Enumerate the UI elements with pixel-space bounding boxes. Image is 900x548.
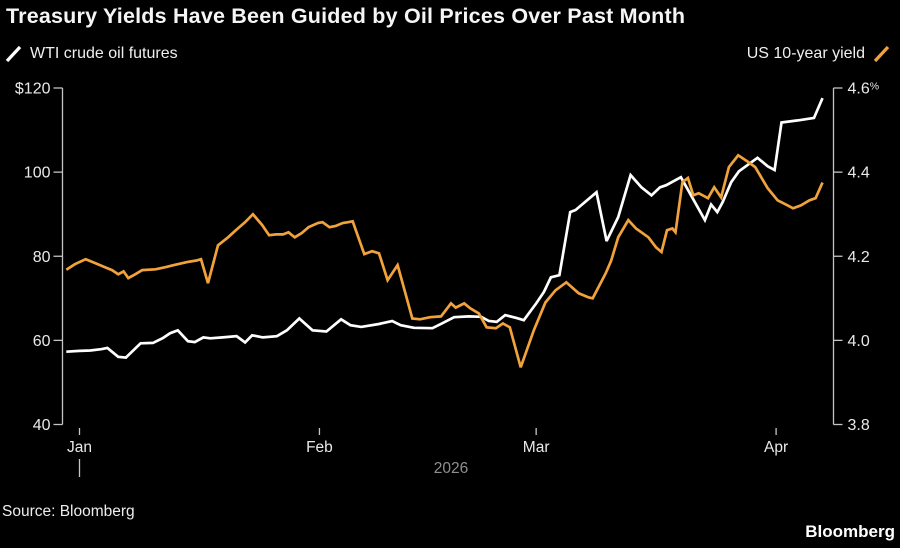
svg-text:4.2: 4.2 (848, 249, 870, 266)
legend-item-yield: US 10-year yield (747, 44, 890, 64)
svg-text:2026: 2026 (434, 460, 468, 477)
source-note: Source: Bloomberg (2, 503, 135, 520)
svg-text:3.8: 3.8 (848, 417, 870, 434)
yield-line-icon (873, 45, 890, 63)
svg-text:100: 100 (24, 165, 51, 182)
svg-text:60: 60 (33, 333, 51, 350)
bloomberg-logo: Bloomberg (805, 522, 895, 541)
svg-text:40: 40 (33, 417, 51, 434)
wti-line-icon (5, 45, 22, 63)
chart-canvas: $120 100 80 60 40 4.6% 4.4 4.2 4.0 3.8 Jan Feb Mar Ap… (15, 81, 880, 477)
svg-text:$120: $120 (15, 81, 51, 98)
svg-text:4.4: 4.4 (848, 165, 870, 182)
chart-title: Treasury Yields Have Been Guided by Oil … (6, 4, 686, 28)
series-wti (66, 97, 824, 360)
legend-label-wti: WTI crude oil futures (30, 45, 178, 62)
svg-text:Mar: Mar (523, 439, 550, 456)
svg-text:Feb: Feb (306, 439, 333, 456)
svg-text:80: 80 (33, 249, 51, 266)
svg-text:4.0: 4.0 (848, 333, 870, 350)
series-yield (65, 153, 824, 368)
legend-item-wti: WTI crude oil futures (5, 44, 178, 64)
svg-text:4.6%: 4.6% (848, 81, 880, 98)
legend: WTI crude oil futures US 10-year yield (0, 44, 900, 68)
legend-label-yield: US 10-year yield (746, 45, 865, 62)
svg-text:Apr: Apr (764, 439, 788, 456)
svg-text:Jan: Jan (67, 439, 92, 456)
